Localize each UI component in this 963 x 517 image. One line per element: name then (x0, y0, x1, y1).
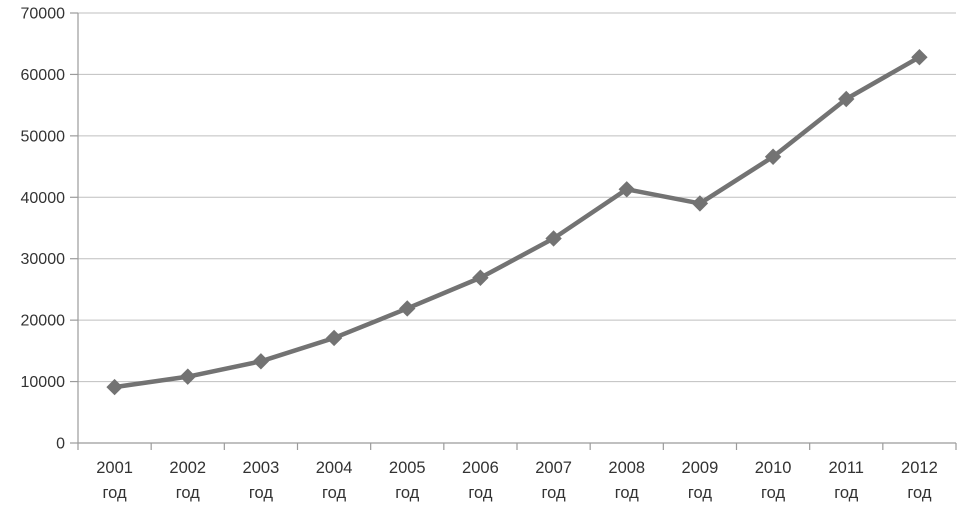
x-axis-category-label: 2010 год (755, 459, 792, 502)
x-axis-category-label: 2007 год (535, 459, 572, 502)
x-axis-category-label: 2001 год (96, 459, 133, 502)
y-axis-tick-label: 30000 (21, 251, 66, 268)
x-axis-category-label: 2005 год (389, 459, 426, 502)
x-axis-category-label: 2002 год (169, 459, 206, 502)
data-point-marker-2008 (618, 181, 635, 198)
data-point-marker-2005 (399, 300, 416, 317)
data-point-marker-2010 (764, 148, 782, 165)
x-axis-category-label: 2006 год (462, 459, 499, 502)
data-point-marker-2002 (179, 368, 196, 385)
y-axis-tick-label: 10000 (21, 374, 66, 391)
x-axis-category-label: 2009 год (682, 459, 719, 502)
x-axis-category-label: 2004 год (316, 459, 353, 502)
y-axis-tick-label: 40000 (21, 190, 66, 207)
data-point-marker-2007 (545, 230, 562, 247)
x-axis-category-label: 2012 год (901, 459, 938, 502)
y-axis-tick-label: 20000 (21, 313, 66, 330)
data-point-marker-2009 (691, 195, 709, 212)
y-axis-tick-label: 60000 (21, 67, 66, 84)
y-axis-tick-label: 70000 (21, 6, 66, 23)
data-point-marker-2004 (325, 329, 343, 347)
data-point-marker-2012 (911, 49, 928, 66)
data-point-marker-2001 (106, 378, 123, 396)
data-point-marker-2003 (252, 353, 270, 370)
y-axis-tick-label: 0 (56, 436, 65, 453)
data-point-marker-2011 (838, 90, 855, 108)
data-series-line (112, 54, 922, 390)
y-axis-tick-label: 50000 (21, 128, 66, 145)
x-axis-category-label: 2011 год (829, 459, 864, 502)
x-axis-category-label: 2003 год (243, 459, 280, 502)
x-axis-category-label: 2008 год (608, 459, 645, 502)
data-point-marker-2006 (472, 269, 489, 286)
